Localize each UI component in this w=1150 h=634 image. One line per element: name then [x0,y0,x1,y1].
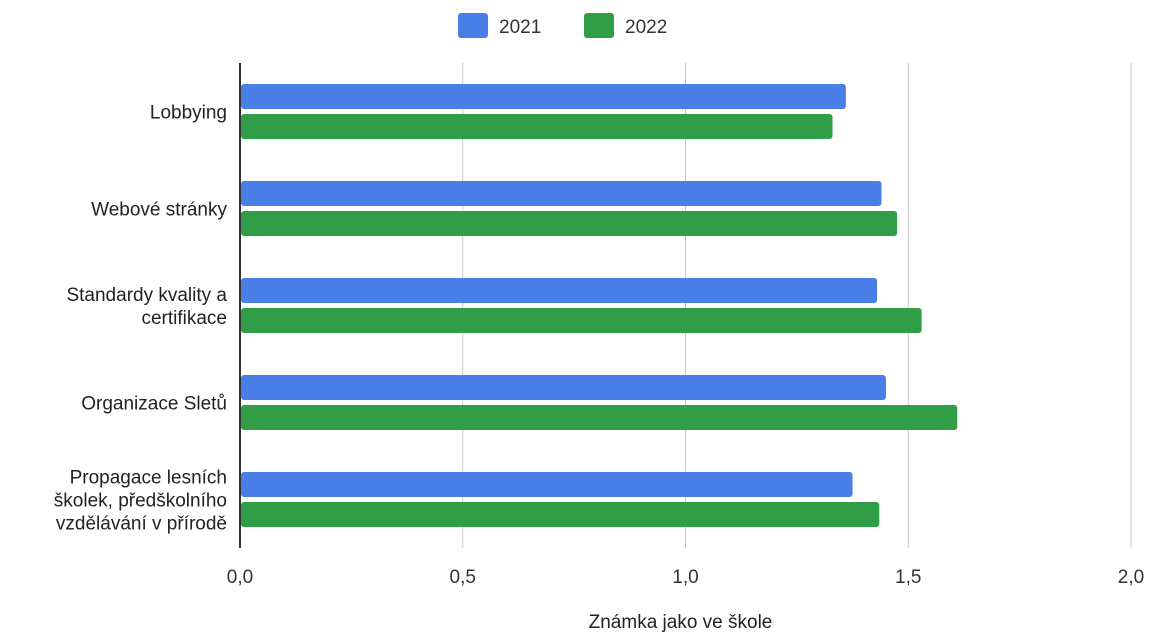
category-label: Lobbying [150,103,227,124]
x-axis-title: Známka jako ve škole [589,612,773,633]
legend-label: 2022 [625,17,667,38]
category-labels: Lobbying Webové stránky Standardy kvality … [54,103,228,535]
x-tick-label: 0,0 [227,567,253,588]
bar-2022-1 [241,211,898,236]
bar-2021-2 [241,278,878,303]
bar-2022-4 [241,502,880,527]
category-label: Webové stránky [91,200,227,221]
category-label: vzdělávání v přírodě [56,514,227,535]
category-label: certifikace [141,308,227,329]
legend-label: 2021 [499,17,541,38]
x-tick-label: 2,0 [1118,567,1144,588]
bar-2022-2 [241,308,922,333]
bar-2021-4 [241,472,853,497]
grid-lines [462,63,1132,548]
x-tick-label: 0,5 [450,567,476,588]
bar-2021-3 [241,375,886,400]
bar-2021-0 [241,84,846,109]
category-label: školek, předškolního [54,491,227,512]
legend-swatch-2021 [458,13,488,38]
bars [241,84,958,527]
bar-2022-0 [241,114,833,139]
bar-2022-3 [241,405,958,430]
legend-swatch-2022 [584,13,614,38]
category-label: Standardy kvality a [66,285,227,306]
x-tick-labels: 0,0 0,5 1,0 1,5 2,0 [227,567,1144,588]
bar-2021-1 [241,181,882,206]
legend: 2021 2022 [458,13,667,38]
category-label: Organizace Sletů [81,394,227,415]
category-label: Propagace lesních [70,468,227,489]
x-tick-label: 1,5 [895,567,921,588]
x-tick-label: 1,0 [672,567,698,588]
